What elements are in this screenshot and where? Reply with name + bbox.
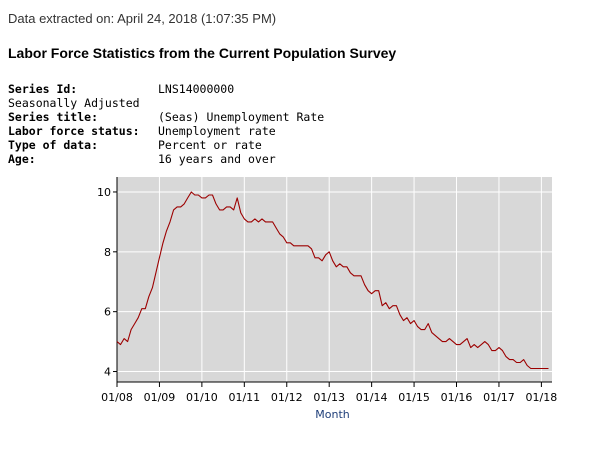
x-tick-label: 01/16 [441,391,473,404]
y-tick-label: 6 [104,306,111,319]
y-tick-label: 8 [104,246,111,259]
series-metadata: Series Id: LNS14000000 Seasonally Adjust… [8,82,324,166]
x-tick-label: 01/09 [144,391,176,404]
age-label: Age: [8,152,36,166]
series-title-value: (Seas) Unemployment Rate [158,110,325,124]
y-tick-label: 10 [97,186,111,199]
data-type-label: Type of data: [8,138,99,152]
x-tick-label: 01/08 [101,391,133,404]
series-title-label: Series title: [8,110,99,124]
series-id-row: Series Id: LNS14000000 [8,82,324,96]
series-title-row: Series title: (Seas) Unemployment Rate [8,110,324,124]
x-tick-label: 01/18 [526,391,558,404]
y-tick-label: 4 [104,366,111,379]
x-tick-label: 01/12 [271,391,303,404]
plot-area [117,177,552,382]
age-value: 16 years and over [158,152,276,166]
x-tick-label: 01/15 [398,391,430,404]
x-tick-label: 01/10 [186,391,218,404]
labor-status-row: Labor force status: Unemployment rate [8,124,324,138]
labor-status-label: Labor force status: [8,124,140,138]
adjustment-row: Seasonally Adjusted [8,96,324,110]
data-type-value: Percent or rate [158,138,262,152]
x-tick-label: 01/17 [483,391,515,404]
labor-status-value: Unemployment rate [158,124,276,138]
x-axis-title: Month [315,408,350,421]
data-extracted-date: Data extracted on: April 24, 2018 (1:07:… [8,11,277,26]
series-id-label: Series Id: [8,82,78,96]
age-row: Age: 16 years and over [8,152,324,166]
series-line-unemployment-rate [116,191,549,370]
x-tick-label: 01/11 [228,391,260,404]
x-tick-label: 01/13 [313,391,345,404]
adjustment-value: Seasonally Adjusted [8,96,140,110]
page-title: Labor Force Statistics from the Current … [8,45,397,61]
data-type-row: Type of data: Percent or rate [8,138,324,152]
series-id-value: LNS14000000 [158,82,235,96]
x-tick-label: 01/14 [356,391,388,404]
